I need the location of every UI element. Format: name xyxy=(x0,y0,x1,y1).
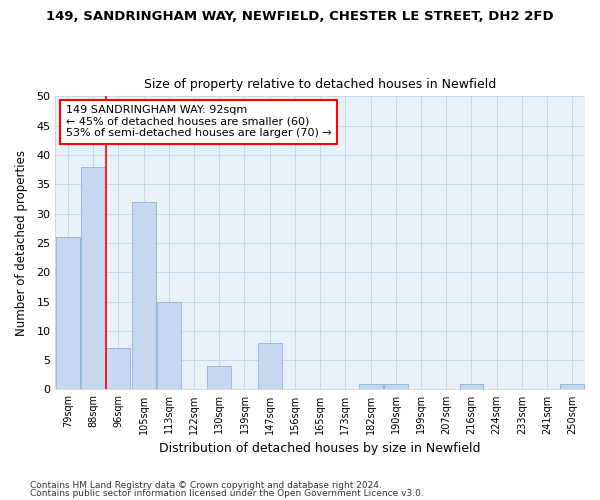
Bar xyxy=(81,166,105,390)
Title: Size of property relative to detached houses in Newfield: Size of property relative to detached ho… xyxy=(144,78,496,91)
Bar xyxy=(359,384,383,390)
Bar xyxy=(131,202,155,390)
Bar xyxy=(207,366,231,390)
Bar xyxy=(258,342,281,390)
Bar xyxy=(460,384,484,390)
X-axis label: Distribution of detached houses by size in Newfield: Distribution of detached houses by size … xyxy=(160,442,481,455)
Text: Contains public sector information licensed under the Open Government Licence v3: Contains public sector information licen… xyxy=(30,488,424,498)
Bar xyxy=(560,384,584,390)
Text: 149 SANDRINGHAM WAY: 92sqm
← 45% of detached houses are smaller (60)
53% of semi: 149 SANDRINGHAM WAY: 92sqm ← 45% of deta… xyxy=(66,105,332,138)
Text: 149, SANDRINGHAM WAY, NEWFIELD, CHESTER LE STREET, DH2 2FD: 149, SANDRINGHAM WAY, NEWFIELD, CHESTER … xyxy=(46,10,554,23)
Text: Contains HM Land Registry data © Crown copyright and database right 2024.: Contains HM Land Registry data © Crown c… xyxy=(30,481,382,490)
Bar xyxy=(157,302,181,390)
Bar xyxy=(106,348,130,390)
Bar xyxy=(56,237,80,390)
Y-axis label: Number of detached properties: Number of detached properties xyxy=(15,150,28,336)
Bar xyxy=(384,384,408,390)
